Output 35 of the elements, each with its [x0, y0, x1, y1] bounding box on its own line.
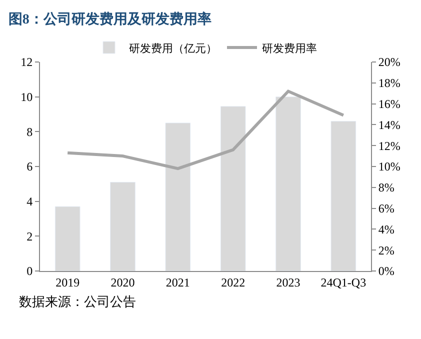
bar [54, 206, 80, 271]
y2-tick-label: 2% [378, 243, 394, 258]
bar [276, 96, 301, 271]
y2-tick-label: 18% [378, 76, 400, 90]
line-series [66, 90, 345, 170]
y-tick-label: 4 [26, 194, 33, 209]
y2-tick-label: 8% [378, 180, 394, 195]
bar [330, 120, 356, 271]
y-tick-label: 2 [26, 229, 33, 244]
y2-tick-label: 16% [378, 97, 400, 111]
y2-tick-label: 6% [378, 202, 394, 216]
x-tick-label: 2021 [166, 275, 190, 290]
legend-label: 研发费用（亿元） [129, 42, 217, 55]
x-tick-label: 2023 [276, 275, 300, 290]
bar [110, 182, 136, 271]
y-tick-label: 12 [20, 55, 33, 70]
y2-tick-label: 0% [378, 264, 394, 278]
source-note: 数据来源：公司公告 [19, 294, 136, 309]
bar [220, 106, 246, 271]
bar [165, 122, 191, 271]
x-tick-label: 2022 [221, 275, 246, 290]
y-tick-label: 8 [26, 124, 33, 139]
y2-tick-label: 4% [378, 222, 394, 236]
y2-tick-label: 14% [378, 118, 400, 132]
x-tick-label: 2019 [56, 275, 80, 290]
y-tick-label: 6 [26, 160, 33, 174]
x-tick-label: 2020 [110, 275, 135, 290]
chart-title: 图8：公司研发费用及研发费用率 [8, 10, 212, 28]
y2-tick-label: 20% [378, 55, 400, 70]
y2-tick-label: 12% [378, 138, 400, 153]
y-tick-label: 0 [26, 264, 33, 278]
legend-label: 研发费用率 [262, 42, 317, 55]
y2-tick-label: 10% [378, 160, 400, 174]
y-tick-label: 10 [20, 90, 33, 104]
x-tick-label: 24Q1-Q3 [320, 275, 366, 290]
